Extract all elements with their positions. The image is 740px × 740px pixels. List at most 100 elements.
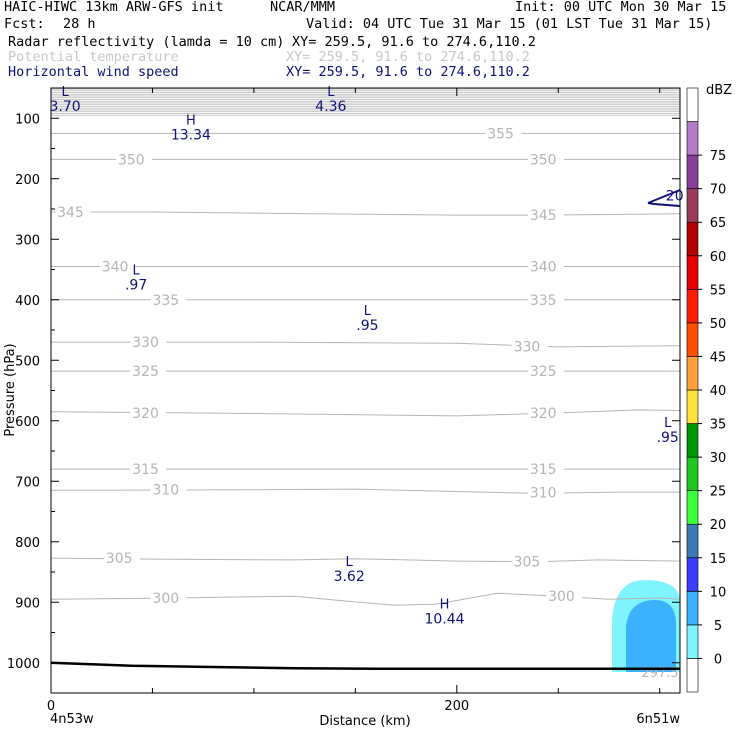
colorbar-segment — [686, 557, 699, 592]
colorbar-segment — [686, 154, 699, 189]
wind-extremum-symbol: L — [327, 85, 335, 100]
colorbar-segment — [686, 624, 699, 659]
theta-contour-label: 320 — [132, 406, 159, 422]
theta-contour-label: 300 — [152, 591, 179, 607]
colorbar-label: 65 — [710, 216, 727, 231]
theta-contour-label: 355 — [487, 126, 514, 142]
theta-label-mask — [527, 363, 564, 379]
theta-contour-label: 340 — [530, 259, 557, 275]
wind-extremum-value: 13.34 — [171, 127, 211, 143]
wind-extremum-value: 3.62 — [334, 569, 365, 585]
theta-contour-label: 340 — [102, 259, 129, 275]
x-tick-label: 0 — [47, 699, 55, 714]
field-1-name: Radar reflectivity (lamda = 10 cm) — [8, 34, 285, 50]
y-tick-label: 900 — [15, 596, 40, 611]
theta-label-mask — [150, 291, 187, 307]
x-tick-label: 200 — [444, 699, 469, 714]
theta-label-mask — [130, 461, 167, 477]
y-tick-label: 800 — [15, 536, 40, 551]
colorbar-unit: dBZ — [706, 83, 732, 98]
theta-label-mask — [527, 151, 564, 167]
theta-contour-label: 350 — [118, 152, 145, 168]
colorbar-segment — [686, 87, 699, 122]
colorbar-segment — [686, 121, 699, 156]
x-left-location: 4n53w — [50, 712, 94, 727]
theta-contour-label: 345 — [57, 205, 84, 221]
colorbar-segment — [686, 423, 699, 458]
theta-contour-label: 335 — [152, 293, 179, 309]
wind-extremum-value: 10.44 — [424, 611, 464, 627]
colorbar-label: 70 — [710, 183, 727, 198]
colorbar-label: 0 — [714, 652, 722, 667]
colorbar-label: 5 — [714, 619, 722, 634]
wind-extremum-value: 4.36 — [315, 99, 346, 115]
theta-contour-label: 315 — [530, 462, 557, 478]
init-time: Init: 00 UTC Mon 30 Mar 15 — [515, 0, 727, 15]
wind-extremum-symbol: L — [132, 263, 140, 278]
theta-contour-label: 350 — [530, 152, 557, 168]
colorbar-label: 40 — [710, 384, 727, 399]
theta-contour-label: 320 — [530, 406, 557, 422]
theta-contour-label: 305 — [514, 555, 541, 571]
colorbar-segment — [686, 322, 699, 357]
theta-contour-label: 325 — [530, 364, 557, 380]
field-1-xy: XY= 259.5, 91.6 to 274.6,110.2 — [292, 34, 536, 50]
theta-label-mask — [55, 204, 92, 220]
theta-label-mask — [130, 404, 167, 420]
colorbar-label: 10 — [710, 585, 727, 600]
colorbar-segment — [686, 356, 699, 391]
wind-extremum-symbol: L — [61, 85, 69, 100]
colorbar-segment — [686, 289, 699, 324]
colorbar-label: 20 — [710, 518, 727, 533]
theta-contour-label: 325 — [132, 364, 159, 380]
colorbar-label: 45 — [710, 350, 727, 365]
y-tick-label: 1000 — [7, 657, 40, 672]
y-tick-label: 600 — [15, 415, 40, 430]
y-tick-label: 300 — [15, 233, 40, 248]
theta-label-mask — [130, 334, 167, 350]
theta-label-mask — [527, 484, 564, 500]
theta-contour — [50, 592, 681, 606]
colorbar-segment — [686, 523, 699, 559]
colorbar-segment — [686, 255, 699, 290]
forecast-hours: 28 h — [63, 16, 96, 32]
theta-label-mask — [546, 588, 583, 604]
reflectivity-cell-dark — [626, 600, 676, 672]
theta-contour — [50, 557, 681, 563]
x-right-location: 6n51w — [636, 712, 680, 727]
theta-label-mask — [527, 461, 564, 477]
y-tick-label: 700 — [15, 475, 40, 490]
colorbar-segment — [686, 221, 699, 257]
theta-contour — [51, 211, 681, 216]
colorbar-label: 15 — [710, 552, 727, 567]
colorbar-label: 50 — [710, 317, 727, 332]
field-3-name: Horizontal wind speed — [8, 64, 179, 80]
y-tick-label: 100 — [15, 112, 40, 127]
wind-contour-label: 20 — [666, 189, 684, 205]
valid-time: Valid: 04 UTC Tue 31 Mar 15 (01 LST Tue … — [306, 16, 713, 32]
theta-label-mask — [511, 553, 548, 569]
wind-extremum-value: .97 — [125, 277, 147, 293]
theta-label-mask — [150, 590, 187, 606]
theta-contour-label: 330 — [132, 335, 159, 351]
colorbar-segment — [686, 188, 699, 223]
colorbar-segment — [686, 389, 699, 424]
theta-contour-label: 305 — [106, 551, 133, 567]
y-tick-label: 500 — [15, 354, 40, 369]
wind-speed-contour — [647, 189, 681, 207]
theta-label-mask — [150, 481, 187, 497]
org-label: NCAR/MMM — [270, 0, 336, 15]
theta-contour-label: 310 — [152, 483, 179, 499]
wind-extremum-value: .95 — [657, 430, 679, 446]
theta-label-mask — [485, 125, 522, 141]
theta-contour-label: 310 — [530, 486, 557, 502]
colorbar-label: 75 — [710, 149, 727, 164]
colorbar-segment — [686, 658, 699, 693]
colorbar-label: 55 — [710, 283, 727, 298]
y-axis-label: Pressure (hPa) — [3, 343, 18, 436]
theta-contour-label: 345 — [530, 208, 557, 224]
theta-label-mask — [527, 404, 564, 420]
theta-label-mask — [115, 151, 152, 167]
field-3-xy: XY= 259.5, 91.6 to 274.6,110.2 — [286, 64, 530, 80]
